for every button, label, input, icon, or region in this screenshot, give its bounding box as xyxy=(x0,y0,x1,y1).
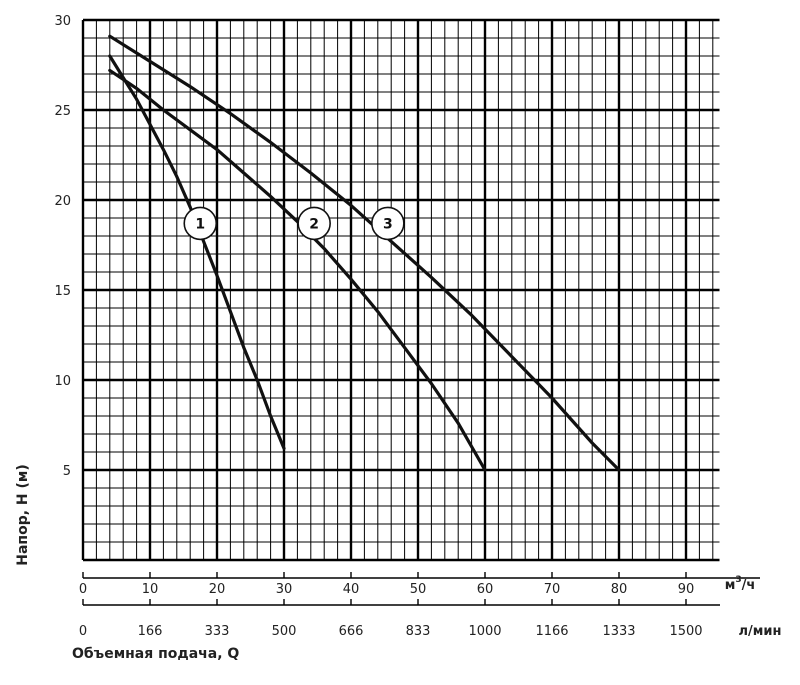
x-tick-label-primary: 40 xyxy=(343,582,360,597)
pump-curve-1 xyxy=(108,54,286,450)
x-tick-label-primary: 10 xyxy=(142,582,159,597)
x-tick-label-secondary: 666 xyxy=(339,624,364,639)
y-tick-label: 5 xyxy=(63,464,71,479)
major-grid xyxy=(81,18,720,562)
x-tick-label-secondary: 500 xyxy=(272,624,297,639)
x-tick-label-secondary: 0 xyxy=(79,624,87,639)
y-axis-title: Напор, Н (м) xyxy=(15,464,31,566)
x-unit-secondary: л/мин xyxy=(739,624,782,639)
curve-label-text: 3 xyxy=(383,216,393,232)
pump-curve-labels: 1 2 3 xyxy=(183,206,405,241)
x-tick-label-primary: 50 xyxy=(410,582,427,597)
x-unit-primary-base: м xyxy=(725,578,736,593)
x-axis-secondary: 0 166 333 500 666 833 1000 1166 1333 1500 xyxy=(79,599,720,639)
x-tick-label-secondary: 1500 xyxy=(669,624,702,639)
x-unit-primary-tail: /ч xyxy=(742,578,756,593)
x-unit-primary: м3/ч xyxy=(725,575,756,593)
pump-curve-2 xyxy=(108,68,487,472)
y-tick-label: 30 xyxy=(54,14,71,29)
curve-label-circle xyxy=(183,206,218,241)
x-tick-label-primary: 60 xyxy=(477,582,494,597)
x-tick-label-primary: 20 xyxy=(209,582,226,597)
x-tick-label-secondary: 833 xyxy=(406,624,431,639)
x-axis-title: Объемная подача, Q xyxy=(72,646,239,662)
x-tick-label-secondary: 1166 xyxy=(535,624,568,639)
y-tick-label: 10 xyxy=(54,374,71,389)
y-axis-tick-labels: 5 10 15 20 25 30 xyxy=(54,14,71,479)
curve-label-circle xyxy=(297,206,331,241)
curve-label-circle xyxy=(371,206,405,241)
x-tick-label-secondary: 333 xyxy=(205,624,230,639)
curve-label-text: 2 xyxy=(309,216,319,232)
y-tick-label: 25 xyxy=(54,104,71,119)
x-tick-label-secondary: 1333 xyxy=(602,624,635,639)
x-tick-label-primary: 30 xyxy=(276,582,293,597)
curve-label-text: 1 xyxy=(195,216,205,232)
x-tick-label-primary: 90 xyxy=(678,582,695,597)
x-axis-primary: 0 10 20 30 40 50 60 70 80 90 xyxy=(79,572,760,597)
x-tick-label-primary: 80 xyxy=(611,582,628,597)
y-tick-label: 20 xyxy=(54,194,71,209)
x-tick-label-primary: 70 xyxy=(544,582,561,597)
y-tick-label: 15 xyxy=(54,284,71,299)
x-unit-primary-exp: 3 xyxy=(735,575,741,585)
x-tick-label-primary: 0 xyxy=(79,582,87,597)
x-tick-label-secondary: 166 xyxy=(138,624,163,639)
x-tick-label-secondary: 1000 xyxy=(468,624,501,639)
